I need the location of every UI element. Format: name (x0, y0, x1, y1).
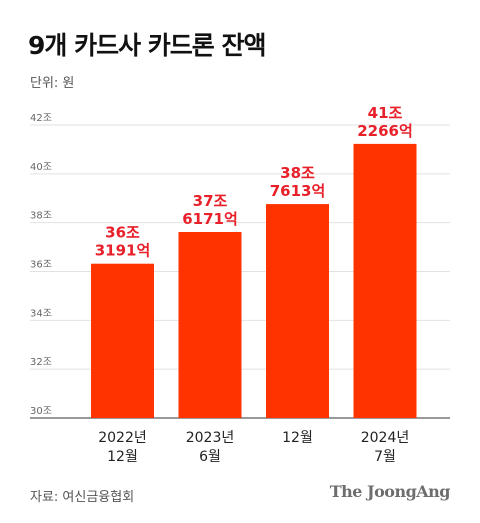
y-tick-label: 34조 (30, 308, 52, 319)
category-label: 7월 (374, 449, 396, 465)
data-label: 2266억 (357, 122, 413, 140)
y-tick-label: 32조 (30, 357, 52, 368)
publisher-logo: The JoongAng (329, 482, 451, 501)
data-label: 37조 (193, 192, 228, 210)
bar (91, 263, 154, 418)
data-label: 3191억 (95, 242, 151, 260)
bar (266, 204, 329, 418)
bar (178, 232, 242, 418)
y-tick-label: 42조 (30, 113, 52, 124)
category-label: 12월 (107, 449, 138, 465)
data-label: 7613억 (270, 182, 326, 200)
bar-layer (91, 143, 417, 418)
category-label: 2023년 (186, 430, 235, 446)
data-label: 6171억 (182, 210, 238, 228)
y-tick-label: 38조 (30, 211, 52, 222)
bar (353, 143, 417, 418)
chart-title: 9개 카드사 카드론 잔액 (28, 31, 267, 60)
y-tick-label: 40조 (30, 162, 52, 173)
source-note: 자료: 여신금융협회 (30, 490, 135, 505)
data-label: 41조 (368, 104, 403, 122)
data-label: 36조 (105, 224, 140, 242)
category-label: 12월 (282, 430, 313, 446)
category-label: 2022년 (98, 430, 147, 446)
category-label: 2024년 (361, 430, 410, 446)
category-layer: 2022년 12월 2023년 6월 12월 2024년 7월 (98, 430, 409, 465)
y-tick-label: 30조 (30, 406, 52, 417)
y-tick-label: 36조 (30, 260, 52, 271)
data-label: 38조 (280, 164, 315, 182)
category-label: 6월 (199, 449, 221, 465)
unit-label: 단위: 원 (30, 76, 75, 91)
